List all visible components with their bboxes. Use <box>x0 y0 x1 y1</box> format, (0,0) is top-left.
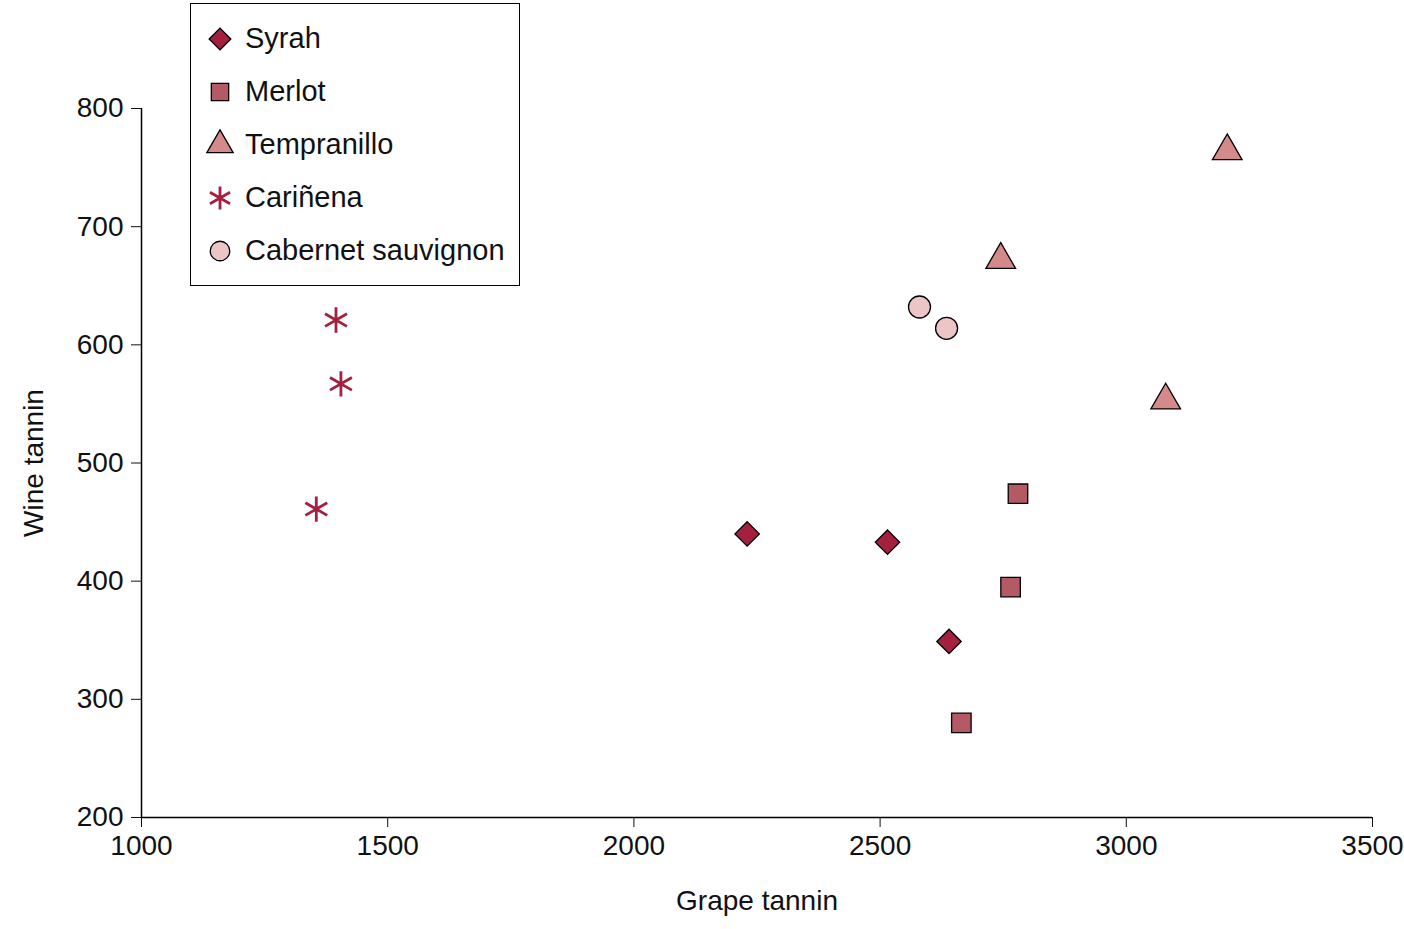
svg-text:1500: 1500 <box>357 830 419 861</box>
svg-text:1000: 1000 <box>110 830 172 861</box>
html-text:Syrah: Syrah <box>245 22 321 54</box>
svg-text:600: 600 <box>77 329 124 360</box>
svg-text:2500: 2500 <box>849 830 911 861</box>
svg-text:2000: 2000 <box>603 830 665 861</box>
svg-text:Wine tannin: Wine tannin <box>18 389 49 537</box>
html-text:Cariñena: Cariñena <box>245 181 363 213</box>
svg-text:700: 700 <box>77 211 124 242</box>
html-text:Merlot: Merlot <box>245 75 326 107</box>
html-text:Tempranillo: Tempranillo <box>245 128 394 160</box>
svg-text:800: 800 <box>77 92 124 123</box>
svg-text:300: 300 <box>77 683 124 714</box>
svg-text:200: 200 <box>77 801 124 832</box>
svg-text:3000: 3000 <box>1095 830 1157 861</box>
svg-text:400: 400 <box>77 565 124 596</box>
html-text:Cabernet sauvignon: Cabernet sauvignon <box>245 234 505 266</box>
svg-text:Grape tannin: Grape tannin <box>676 885 838 916</box>
svg-text:3500: 3500 <box>1341 830 1403 861</box>
svg-text:500: 500 <box>77 447 124 478</box>
